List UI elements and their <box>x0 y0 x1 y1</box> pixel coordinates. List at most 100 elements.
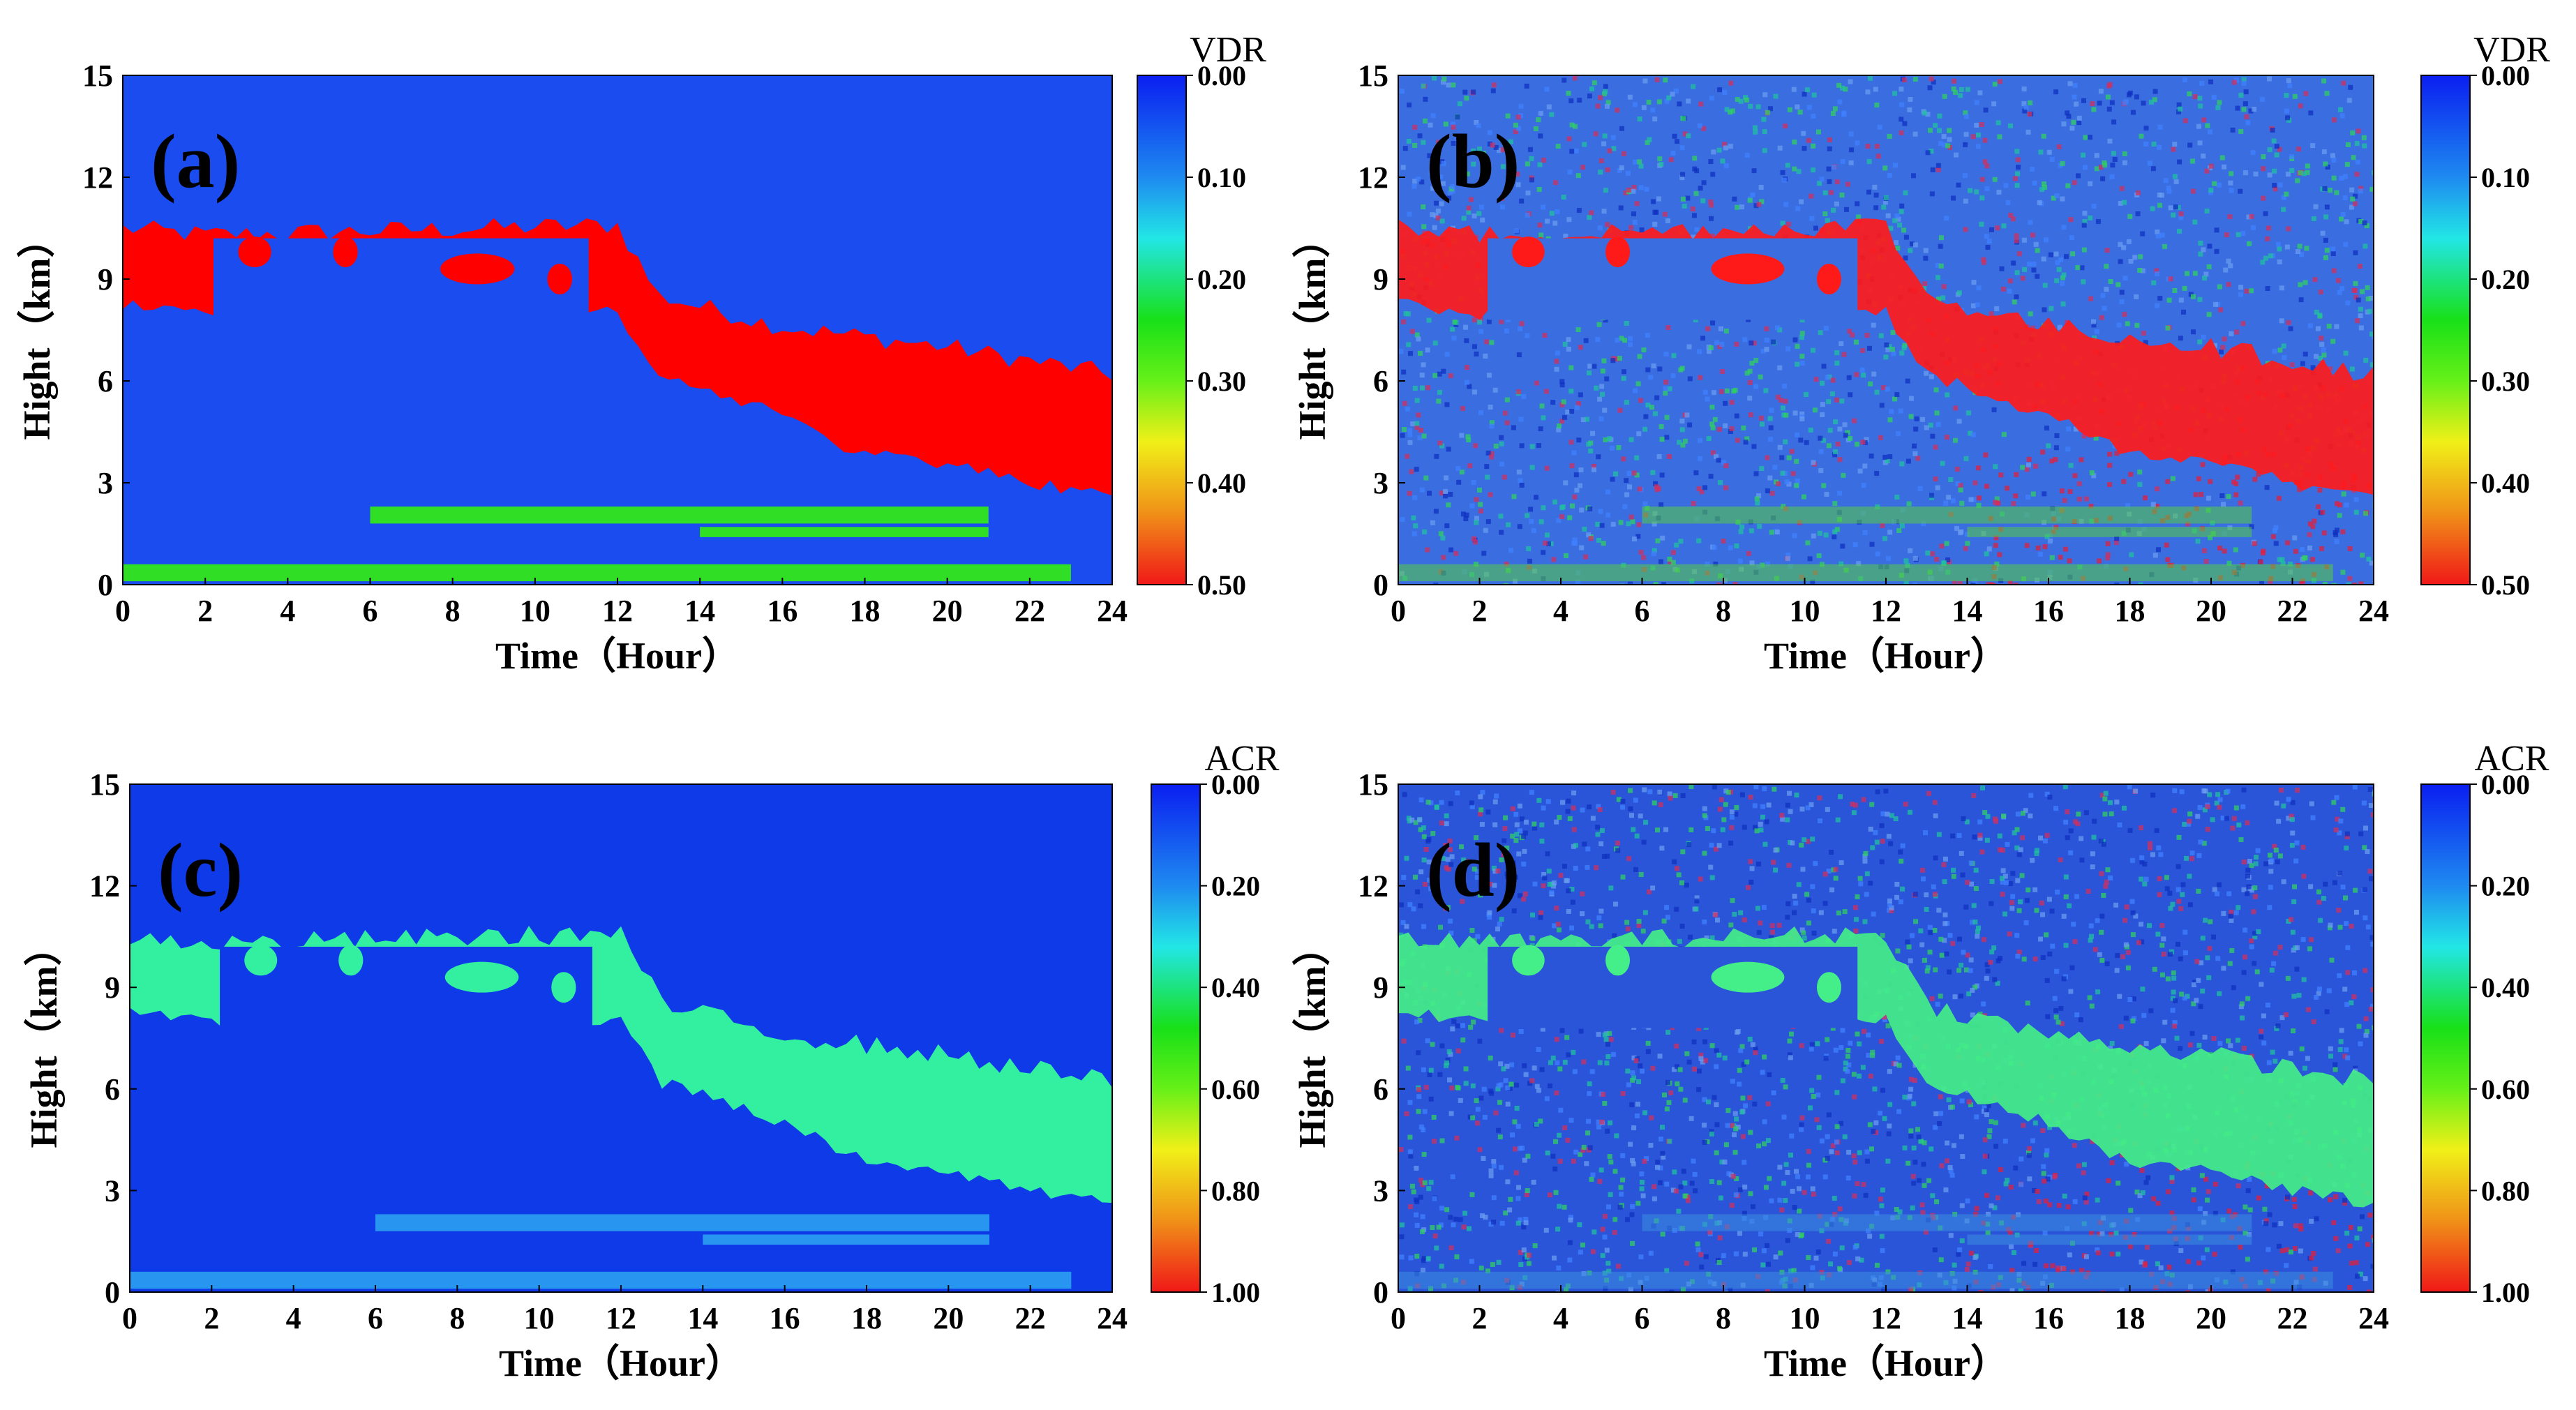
noise-speck <box>1446 82 1451 88</box>
noise-speck <box>1938 235 1944 241</box>
noise-speck <box>2200 462 2206 467</box>
noise-speck <box>2370 1003 2374 1009</box>
noise-speck <box>2272 168 2277 174</box>
noise-speck <box>2221 502 2226 507</box>
aerosol-layer-1 <box>123 564 1071 582</box>
noise-speck <box>1712 1095 1717 1100</box>
noise-speck <box>1933 387 1939 393</box>
noise-speck <box>1408 1255 1414 1261</box>
noise-speck <box>1984 1192 1990 1198</box>
noise-speck <box>1525 1188 1530 1194</box>
noise-speck <box>1569 122 1575 128</box>
noise-speck <box>2339 1028 2344 1033</box>
noise-speck <box>1464 338 1469 343</box>
noise-speck <box>2263 1218 2269 1224</box>
noise-speck <box>2114 583 2120 585</box>
noise-speck <box>1454 1135 1460 1141</box>
noise-speck <box>1521 1247 1527 1253</box>
noise-speck <box>2130 910 2136 915</box>
colorbar-title: VDR <box>1190 30 1266 70</box>
cloud-patch-2 <box>1605 237 1631 268</box>
noise-speck <box>1471 161 1476 167</box>
noise-speck <box>1708 345 1714 351</box>
noise-speck <box>2125 321 2130 327</box>
noise-speck <box>2182 996 2187 1001</box>
noise-speck <box>1986 239 1992 244</box>
noise-speck <box>2182 118 2188 123</box>
noise-speck <box>1806 920 1811 926</box>
noise-speck <box>1485 174 1490 179</box>
noise-speck <box>1574 488 1580 493</box>
noise-speck <box>1578 1250 1583 1255</box>
colorbar-tick-label: 0.50 <box>1197 569 1246 601</box>
noise-speck <box>1799 842 1804 848</box>
noise-speck <box>1437 389 1442 395</box>
noise-speck <box>1469 197 1474 202</box>
noise-speck <box>1636 522 1642 527</box>
noise-speck <box>1461 1224 1467 1230</box>
noise-speck <box>1568 1214 1573 1220</box>
noise-speck <box>2328 922 2333 928</box>
noise-speck <box>2101 892 2106 898</box>
noise-speck <box>1487 141 1492 147</box>
noise-speck <box>1406 138 1411 144</box>
noise-speck <box>1970 303 1976 308</box>
noise-speck <box>1919 867 1925 873</box>
noise-speck <box>2176 204 2181 210</box>
noise-speck <box>1744 153 1750 158</box>
noise-speck <box>2337 924 2343 930</box>
noise-speck <box>2305 163 2310 169</box>
cloud-patch-4 <box>551 972 576 1003</box>
noise-speck <box>1948 1233 1954 1238</box>
noise-speck <box>2178 211 2184 217</box>
noise-speck <box>1518 326 1523 331</box>
noise-speck <box>1860 1065 1866 1070</box>
noise-speck <box>1460 1023 1466 1028</box>
noise-speck <box>1855 140 1860 146</box>
noise-speck <box>1470 1083 1476 1088</box>
noise-speck <box>1608 885 1614 891</box>
noise-speck <box>2358 1271 2363 1277</box>
noise-speck <box>2134 94 2139 100</box>
noise-speck <box>1754 496 1760 502</box>
noise-speck <box>2272 528 2277 534</box>
noise-speck <box>1566 136 1572 142</box>
noise-speck <box>1664 905 1670 910</box>
noise-speck <box>1417 133 1423 139</box>
noise-speck <box>1437 371 1442 377</box>
noise-speck <box>1564 1287 1569 1292</box>
noise-speck <box>2199 492 2204 497</box>
noise-speck <box>2091 319 2097 324</box>
noise-speck <box>1825 1037 1830 1042</box>
noise-speck <box>2218 307 2224 313</box>
noise-speck <box>2202 807 2208 813</box>
noise-speck <box>1899 117 1904 122</box>
noise-speck <box>2166 1189 2171 1194</box>
noise-speck <box>1566 888 1571 894</box>
noise-speck <box>1657 1053 1663 1059</box>
noise-speck <box>1551 557 1557 562</box>
noise-speck <box>1561 195 1566 200</box>
noise-speck <box>2150 502 2156 507</box>
noise-speck <box>2326 323 2332 329</box>
noise-speck <box>1660 1231 1665 1237</box>
noise-speck <box>1636 923 1642 929</box>
noise-speck <box>1525 190 1531 196</box>
noise-speck <box>1887 417 1893 423</box>
noise-speck <box>1828 1261 1834 1267</box>
noise-speck <box>1477 1038 1483 1044</box>
noise-speck <box>1633 159 1638 165</box>
noise-speck <box>1616 445 1622 451</box>
noise-speck <box>1485 519 1491 525</box>
noise-speck <box>2168 205 2173 211</box>
noise-speck <box>1436 140 1441 145</box>
noise-speck <box>1421 140 1426 145</box>
noise-speck <box>1534 380 1539 386</box>
noise-speck <box>1790 1188 1795 1194</box>
noise-speck <box>1563 480 1568 486</box>
noise-speck <box>1663 77 1668 83</box>
noise-speck <box>1709 935 1715 940</box>
noise-speck <box>1878 1197 1883 1202</box>
noise-speck <box>2000 892 2005 897</box>
noise-speck <box>2238 188 2243 194</box>
